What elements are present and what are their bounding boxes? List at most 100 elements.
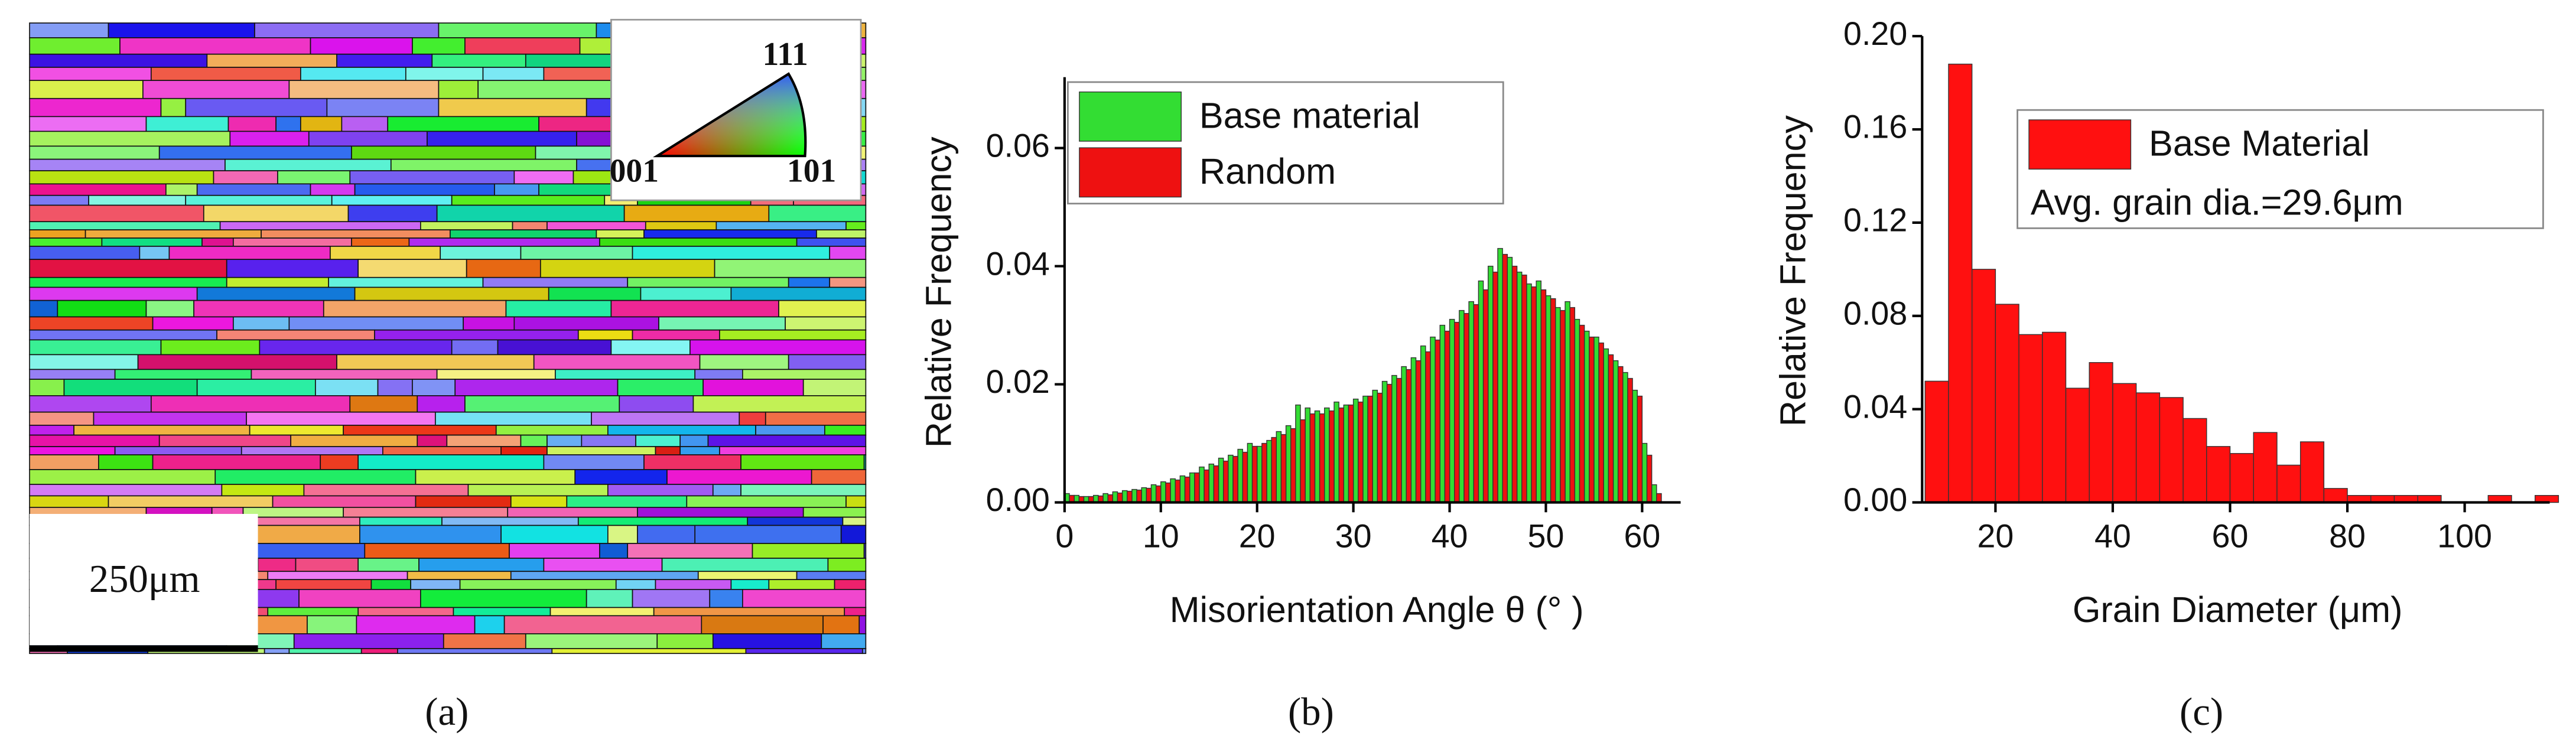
grain: [503, 615, 702, 634]
grain: [785, 316, 867, 331]
grain: [370, 579, 411, 590]
bar: [1160, 481, 1166, 503]
bar: [1507, 256, 1513, 503]
grain: [796, 237, 867, 247]
bar: [1632, 389, 1638, 503]
grain: [193, 300, 324, 318]
grain: [845, 221, 867, 230]
bar: [1425, 351, 1431, 503]
grain: [29, 329, 217, 341]
bar: [1656, 493, 1662, 503]
bar: [1155, 485, 1162, 503]
bar: [1290, 428, 1296, 503]
grain: [547, 434, 583, 447]
grain: [745, 648, 863, 655]
grain: [632, 588, 711, 608]
grain: [845, 495, 867, 508]
grain: [29, 354, 139, 370]
grain: [840, 525, 867, 544]
grain: [330, 246, 441, 260]
grain: [98, 454, 154, 470]
grain: [405, 67, 484, 82]
grain: [364, 543, 510, 559]
legend-label: Base Material: [2149, 123, 2370, 164]
grain: [507, 507, 638, 518]
grain: [420, 221, 513, 230]
grain: [829, 246, 867, 260]
bar: [1459, 310, 1465, 503]
bar: [1622, 372, 1628, 503]
legend-label: Random: [1199, 151, 1336, 191]
annotation: Avg. grain dia.=29.6μm: [2031, 183, 2403, 223]
grain: [152, 454, 321, 470]
grain: [267, 571, 408, 580]
grain: [150, 67, 301, 82]
grain: [326, 97, 440, 118]
grain: [114, 446, 242, 455]
legend-swatch: [1079, 91, 1182, 142]
grain: [336, 354, 535, 370]
legend-label: Base material: [1199, 95, 1420, 135]
y-tick-label: 0.04: [1843, 388, 1907, 425]
y-tick-label: 0.06: [986, 127, 1050, 164]
grain: [357, 454, 545, 470]
grain: [466, 259, 541, 278]
bar: [2135, 392, 2161, 503]
grain: [533, 354, 701, 370]
bar: [1406, 369, 1412, 503]
grain: [101, 237, 203, 247]
grain: [765, 411, 867, 426]
grain: [607, 525, 638, 544]
bar: [1536, 280, 1542, 503]
bar: [1194, 472, 1200, 503]
x-tick-label: 30: [1335, 517, 1372, 554]
grain: [615, 579, 656, 590]
grain: [288, 80, 440, 99]
bar: [1516, 271, 1523, 503]
grain: [249, 425, 344, 436]
grain: [264, 648, 290, 655]
bar: [1146, 487, 1152, 503]
bar: [1247, 442, 1253, 503]
bar: [1497, 248, 1503, 503]
grain: [418, 558, 545, 572]
grain: [446, 434, 522, 447]
grain: [233, 237, 352, 247]
grain: [308, 131, 428, 147]
grain: [655, 579, 732, 590]
grain: [357, 607, 454, 617]
grain: [768, 204, 867, 223]
bar: [1502, 253, 1508, 503]
grain: [357, 259, 467, 278]
grain: [377, 379, 413, 396]
grain: [443, 633, 526, 649]
grain: [137, 354, 337, 370]
grain: [822, 615, 860, 634]
bar: [1396, 377, 1402, 503]
grain: [158, 145, 352, 160]
bar: [1646, 454, 1653, 503]
x-tick-label: 40: [2094, 517, 2131, 554]
grain: [730, 287, 867, 301]
bar: [1579, 324, 1585, 503]
bar: [1213, 465, 1219, 503]
grain: [697, 571, 798, 580]
bar: [1924, 380, 1949, 503]
grain: [415, 469, 576, 485]
y-tick-label: 0.00: [1843, 481, 1907, 518]
bar: [1314, 410, 1320, 503]
grain: [261, 229, 451, 239]
grain: [374, 329, 579, 341]
bar: [1189, 472, 1195, 503]
grain: [150, 395, 351, 413]
bar: [1545, 295, 1552, 503]
grain: [821, 633, 867, 649]
grain: [610, 300, 779, 318]
bar: [1637, 395, 1643, 503]
bar: [2065, 388, 2090, 503]
grain: [510, 495, 568, 508]
grain: [863, 543, 867, 559]
bar: [1401, 366, 1407, 503]
scale-bar: [30, 645, 258, 652]
grain: [525, 633, 658, 649]
